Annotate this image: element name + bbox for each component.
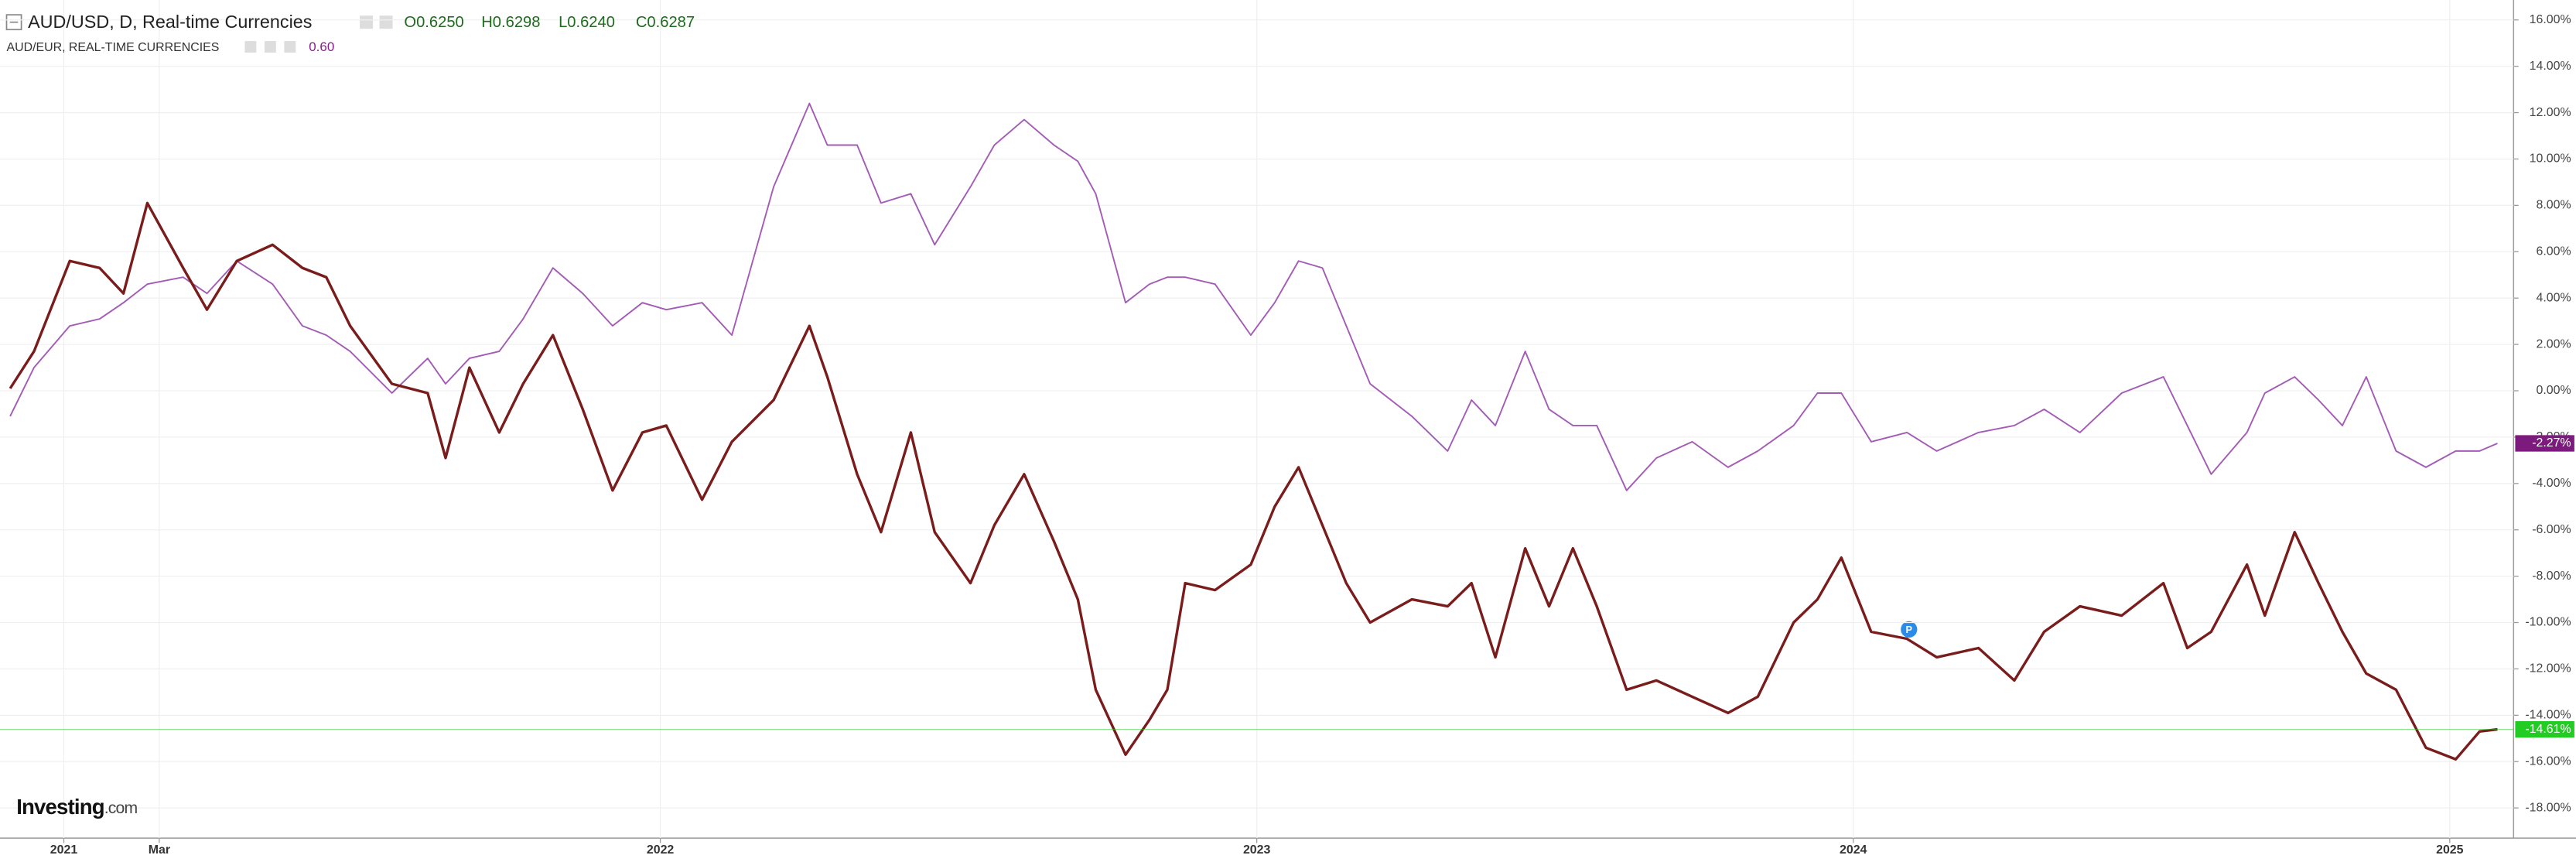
logo: Investing.com (16, 795, 137, 819)
x-tick-label: 2024 (1840, 843, 1867, 857)
legend-ohlc: H0.6298 (481, 14, 540, 31)
y-tick-label: -10.00% (2525, 616, 2571, 629)
x-tick-label: 2023 (1243, 843, 1271, 857)
legend-title: AUD/EUR, REAL-TIME CURRENCIES (6, 41, 219, 54)
x-tick-label: 2022 (647, 843, 675, 857)
y-tick-label: 0.00% (2537, 384, 2571, 397)
event-marker[interactable] (1901, 621, 1918, 638)
y-tick-label: -4.00% (2532, 477, 2571, 490)
logo-part: Investing (16, 795, 104, 819)
y-tick-label: 4.00% (2537, 291, 2571, 304)
settings-icon[interactable] (244, 41, 257, 53)
series-line (9, 201, 2498, 761)
y-tick-label: -16.00% (2525, 754, 2571, 768)
legend-ohlc: C0.6287 (636, 14, 695, 31)
last-value-label: -2.27% (2532, 436, 2571, 450)
y-tick-label: -14.00% (2525, 709, 2571, 722)
logo-part: .com (104, 799, 138, 816)
x-tick-label: 2021 (50, 843, 78, 857)
last-value-badge (2515, 721, 2574, 738)
y-tick-label: 2.00% (2537, 337, 2571, 351)
y-tick-label: -12.00% (2525, 662, 2571, 676)
hide-icon[interactable] (264, 41, 276, 53)
y-tick-label: 10.00% (2530, 152, 2571, 166)
legend-value: 0.60 (309, 39, 334, 54)
close-icon[interactable] (379, 15, 393, 29)
y-tick-label: -8.00% (2532, 570, 2571, 583)
y-tick-label: 16.00% (2530, 13, 2571, 26)
x-tick-label: 2025 (2436, 843, 2464, 857)
x-tick-label: Mar (149, 843, 170, 857)
collapse-icon[interactable] (5, 14, 22, 31)
legend-title: AUD/USD, D, Real-time Currencies (28, 12, 312, 32)
legend-ohlc: L0.6240 (559, 14, 615, 31)
y-tick-label: 12.00% (2530, 106, 2571, 119)
settings-icon[interactable] (360, 15, 374, 29)
y-tick-label: 6.00% (2537, 245, 2571, 258)
y-tick-label: -6.00% (2532, 523, 2571, 536)
series-line (9, 102, 2498, 491)
legend-ohlc: O0.6250 (404, 14, 463, 31)
close-icon[interactable] (284, 41, 296, 53)
event-marker-icon: P (1906, 624, 1913, 635)
last-value-badge (2515, 435, 2574, 452)
last-value-label: -14.61% (2525, 723, 2571, 736)
y-tick-label: -18.00% (2525, 801, 2571, 814)
y-tick-label: 8.00% (2537, 199, 2571, 212)
y-tick-label: 14.00% (2530, 60, 2571, 73)
